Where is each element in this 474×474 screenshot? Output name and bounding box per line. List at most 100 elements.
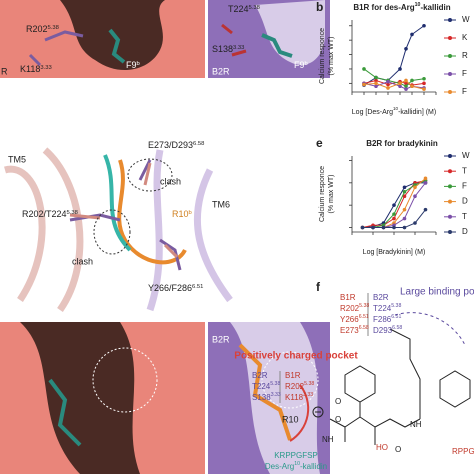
label: S1383.33 <box>252 392 281 402</box>
text-part: K118 <box>20 64 40 74</box>
data-point <box>402 207 407 212</box>
label: B2R <box>252 371 268 380</box>
label: T2245.38 <box>228 4 260 14</box>
section-title: Positively charged pocket <box>234 351 358 362</box>
ligand-ribbon <box>117 159 187 265</box>
section-title: Large binding po <box>400 287 474 298</box>
superscript: 5.38 <box>359 303 369 309</box>
text-part: T224 <box>252 382 271 391</box>
superscript: b <box>189 210 192 216</box>
label: R2025.38 <box>285 381 314 391</box>
chart-title: B2R for bradykinin <box>366 139 438 148</box>
label: F9b <box>126 60 140 70</box>
label: S1383.33 <box>212 44 244 54</box>
charge <box>312 406 324 418</box>
text-part: Y266 <box>340 315 359 324</box>
label: F2866.51 <box>373 314 401 324</box>
legend-marker <box>448 18 452 22</box>
atom: HO <box>376 443 388 452</box>
label: B2R <box>212 66 230 76</box>
superscript: 3.33 <box>233 45 244 51</box>
superscript: b <box>137 61 140 67</box>
data-point <box>422 81 426 86</box>
superscript: b <box>305 61 308 67</box>
ligand-name: Des-Arg10-kallidin <box>265 461 327 471</box>
series-line <box>363 25 425 86</box>
label: Y2666.51 <box>340 314 369 324</box>
data-point <box>413 194 417 199</box>
text-part: S138 <box>212 44 233 54</box>
text-part: Log [Des-Arg <box>352 109 393 116</box>
data-point <box>374 84 378 89</box>
superscript: 10 <box>294 461 300 467</box>
superscript: 5.38 <box>249 5 260 11</box>
data-point <box>381 225 386 230</box>
superscript: 5.38 <box>67 210 78 216</box>
label: B1R <box>285 371 301 380</box>
data-point <box>402 189 407 194</box>
text-part: F9 <box>126 60 137 70</box>
label: F9b <box>294 60 308 70</box>
legend-label: F <box>462 182 467 191</box>
label: clash <box>72 256 93 266</box>
superscript: 6.58 <box>392 325 402 331</box>
superscript: 6.51 <box>192 284 203 290</box>
pocket-circle <box>92 347 158 413</box>
data-point <box>413 185 417 190</box>
clash-circle <box>93 209 131 255</box>
bond <box>374 328 421 428</box>
text-part: -kallidin] (M) <box>398 109 436 116</box>
data-point <box>398 81 402 86</box>
data-point <box>402 225 407 230</box>
panel-label: f <box>316 280 321 294</box>
label: D2936.58 <box>373 325 402 335</box>
superscript: 6.58 <box>359 325 369 331</box>
label: K1183.33 <box>285 392 313 402</box>
text-part: R202 <box>285 382 305 391</box>
label: Y266/F2866.51 <box>148 283 203 293</box>
data-point <box>392 203 396 207</box>
data-point <box>404 81 408 86</box>
label: T2245.38 <box>252 381 280 391</box>
label: TM6 <box>212 199 230 209</box>
clash-circle <box>127 158 173 192</box>
text-part: D293 <box>373 326 393 335</box>
legend-label: W <box>462 15 470 24</box>
data-point <box>423 207 428 212</box>
legend-marker <box>448 184 452 189</box>
text-part: Des-Arg <box>265 462 294 471</box>
data-point <box>374 75 378 80</box>
label: K1183.33 <box>20 64 52 74</box>
peptide: RPPGF <box>452 447 474 456</box>
arc <box>289 384 310 442</box>
legend-marker <box>448 90 452 94</box>
ring <box>439 370 471 408</box>
label: E2736.58 <box>340 325 369 335</box>
atom: NH <box>410 420 422 429</box>
data-point <box>423 181 428 185</box>
data-point <box>410 32 414 37</box>
residue-stick <box>28 30 84 67</box>
legend-marker <box>448 154 452 158</box>
text-part: R202/T224 <box>22 209 67 219</box>
panel-label: b <box>316 0 323 14</box>
text-part: E273 <box>340 326 359 335</box>
ring <box>344 365 376 403</box>
data-point <box>422 76 426 81</box>
legend-label: T <box>462 212 467 221</box>
legend-label: K <box>462 33 468 42</box>
y-axis-label: (% max WT) <box>328 37 335 76</box>
superscript: 6.58 <box>193 141 204 147</box>
pocket <box>20 322 140 474</box>
label: R10 <box>282 414 299 424</box>
data-point <box>423 176 428 181</box>
data-point <box>402 185 407 190</box>
atom: NH <box>322 435 334 444</box>
ligand-stick <box>238 343 292 441</box>
data-point <box>392 225 396 230</box>
text-part: R202 <box>26 24 48 34</box>
data-point <box>360 225 365 230</box>
data-point <box>392 216 396 221</box>
atom: O <box>335 415 341 424</box>
text-part: K118 <box>285 393 304 402</box>
